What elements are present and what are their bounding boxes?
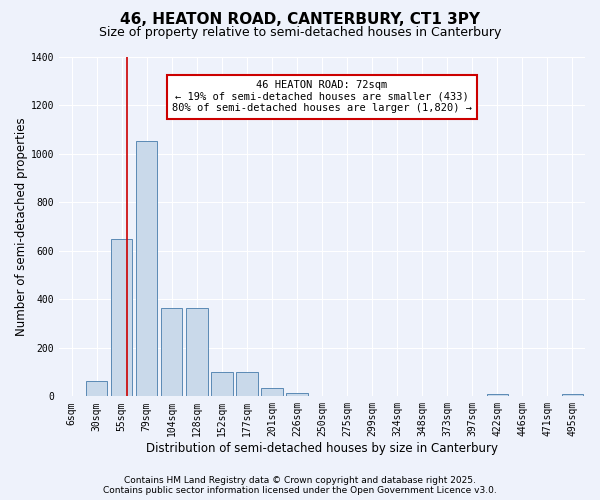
Bar: [161, 308, 182, 396]
Y-axis label: Number of semi-detached properties: Number of semi-detached properties: [15, 117, 28, 336]
Bar: [262, 388, 283, 396]
Bar: [562, 394, 583, 396]
Bar: [487, 394, 508, 396]
Text: 46 HEATON ROAD: 72sqm
← 19% of semi-detached houses are smaller (433)
80% of sem: 46 HEATON ROAD: 72sqm ← 19% of semi-deta…: [172, 80, 472, 114]
Text: 46, HEATON ROAD, CANTERBURY, CT1 3PY: 46, HEATON ROAD, CANTERBURY, CT1 3PY: [120, 12, 480, 28]
Bar: [86, 380, 107, 396]
Bar: [211, 372, 233, 396]
Bar: [186, 308, 208, 396]
Bar: [286, 392, 308, 396]
Bar: [111, 238, 133, 396]
Bar: [236, 372, 257, 396]
Text: Contains HM Land Registry data © Crown copyright and database right 2025.
Contai: Contains HM Land Registry data © Crown c…: [103, 476, 497, 495]
Bar: [136, 142, 157, 396]
X-axis label: Distribution of semi-detached houses by size in Canterbury: Distribution of semi-detached houses by …: [146, 442, 498, 455]
Text: Size of property relative to semi-detached houses in Canterbury: Size of property relative to semi-detach…: [99, 26, 501, 39]
